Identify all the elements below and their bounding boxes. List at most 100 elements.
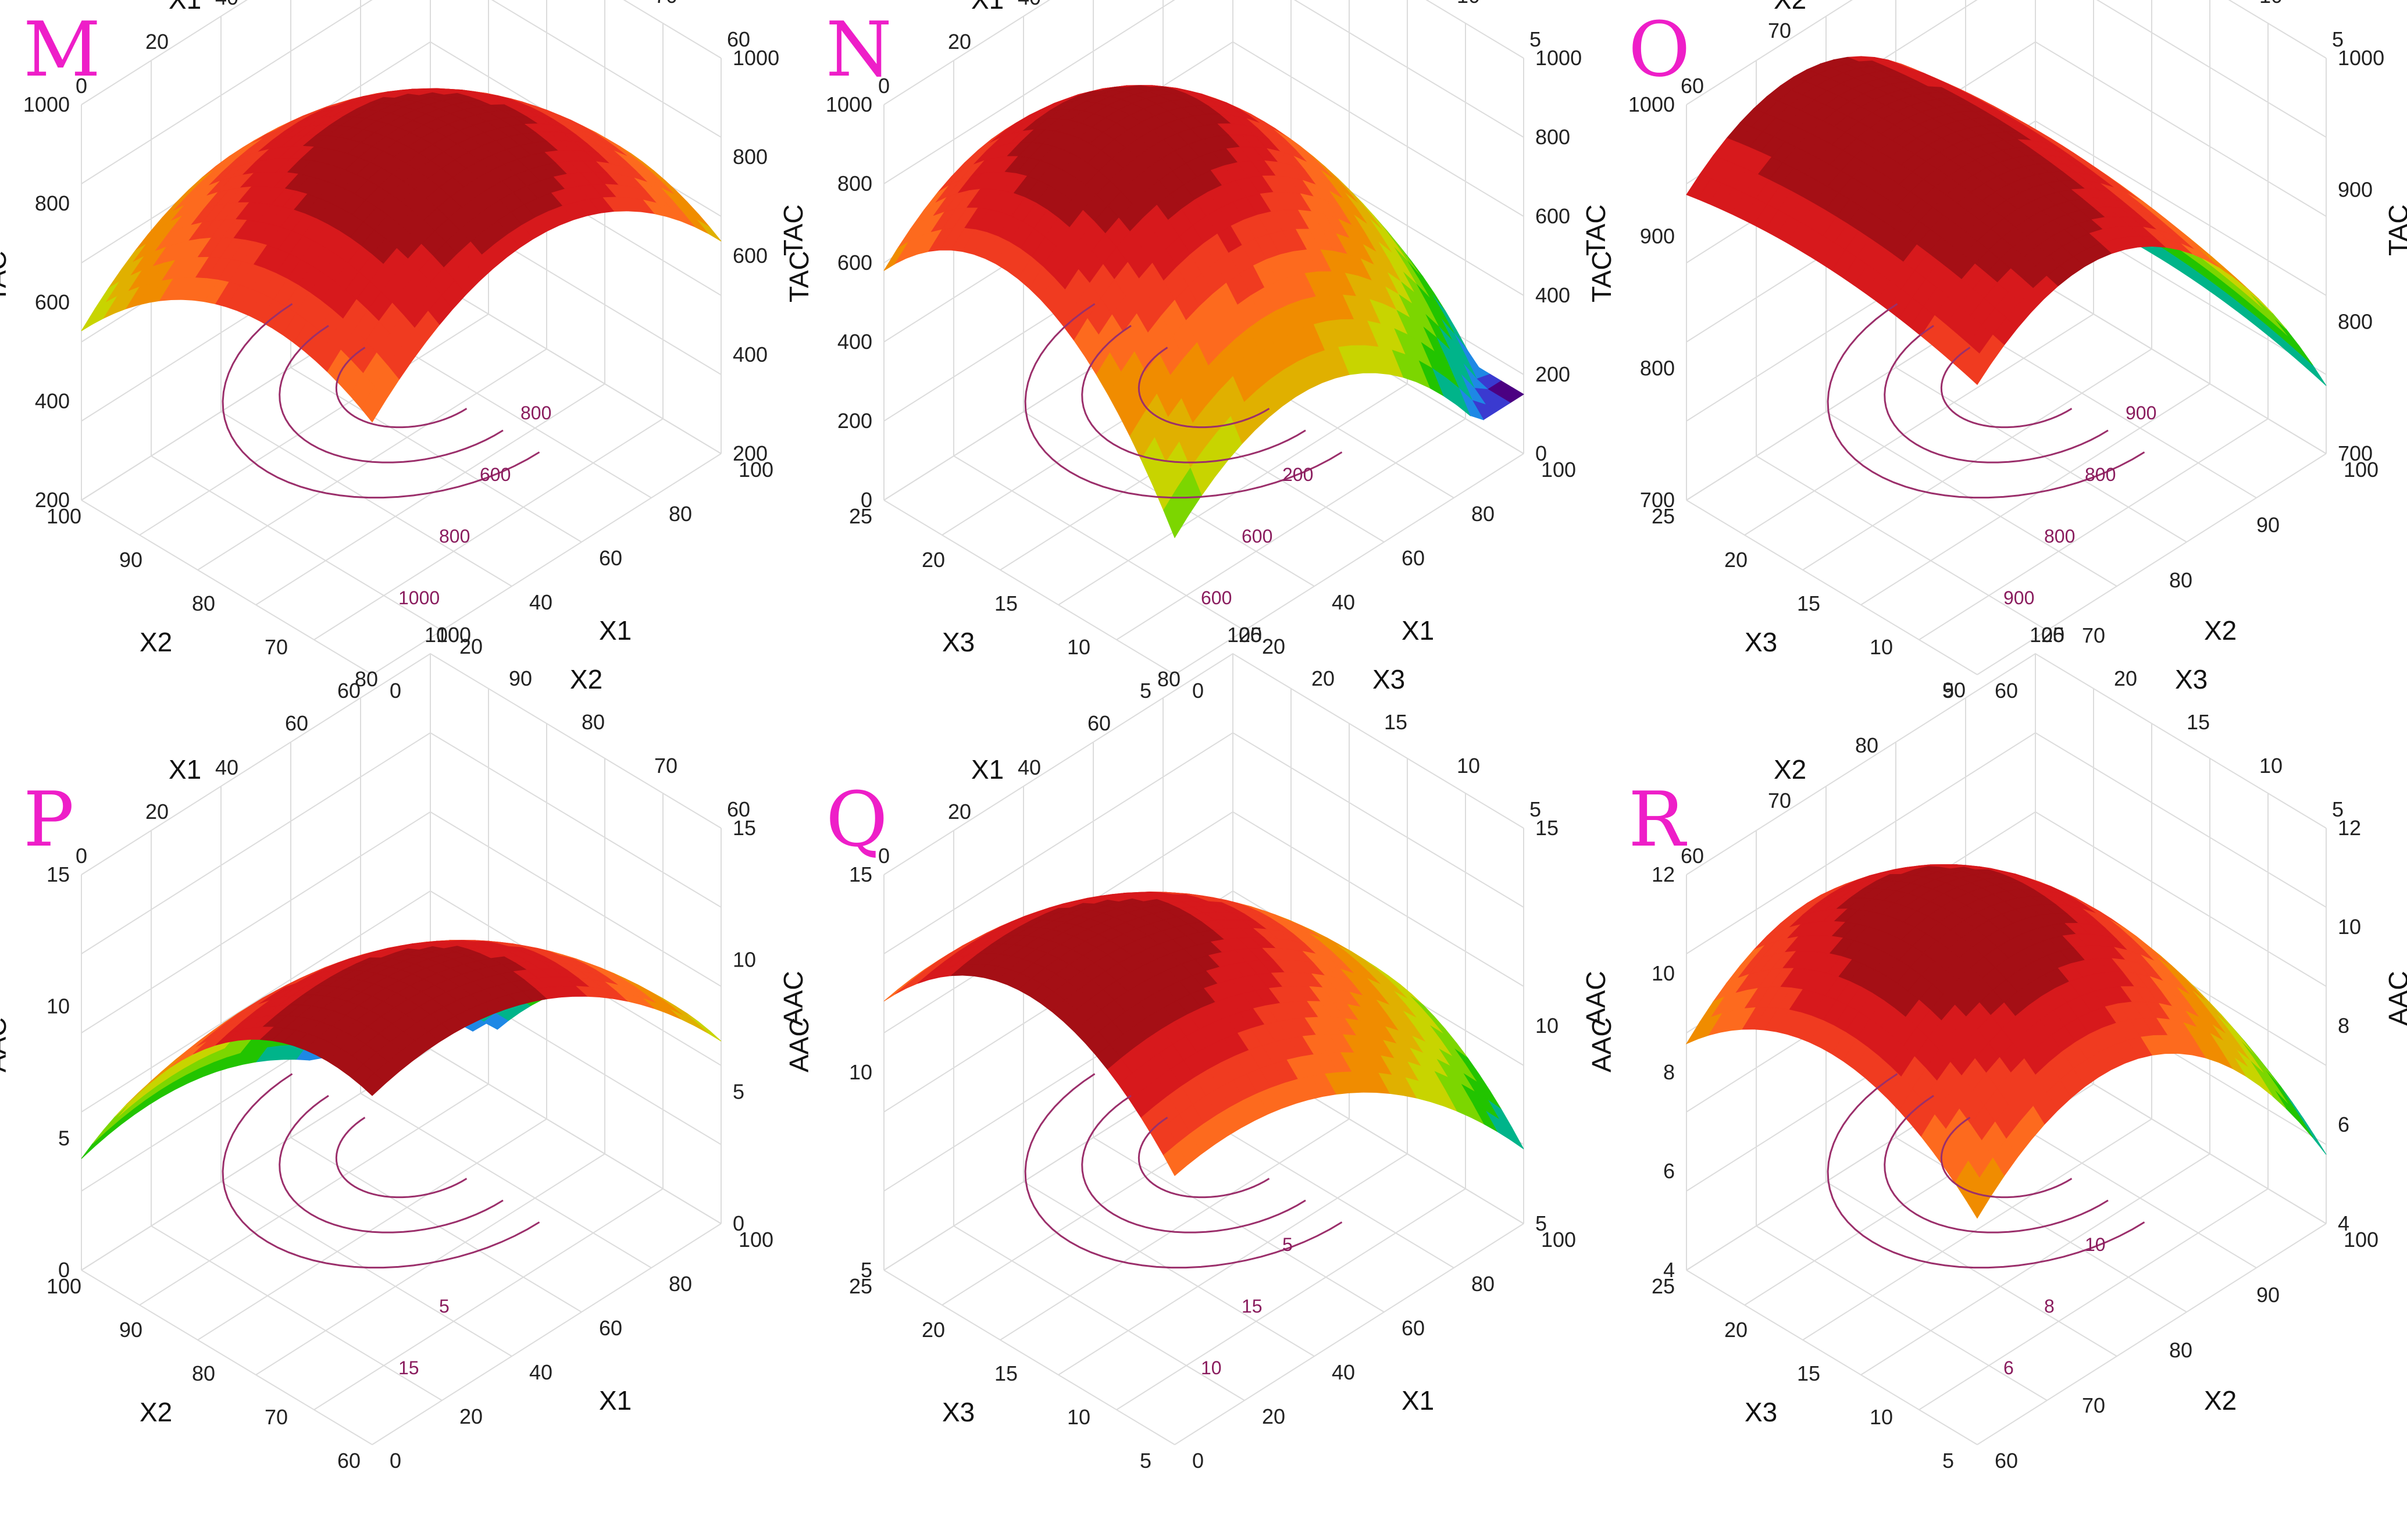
y-axis: 60 60 70 70 80 80 90 90 100 100 X2 X2	[47, 0, 750, 703]
z-axis-title: AAC	[784, 1017, 814, 1072]
surface-facet	[81, 1131, 106, 1159]
y-axis-title: X3	[1745, 627, 1777, 657]
gridline	[81, 653, 722, 875]
y-axis-title: X3	[942, 1397, 975, 1427]
z-axis-title: TAC	[784, 251, 814, 302]
y-tick-label: 80	[192, 1361, 215, 1385]
y-tick-label-top: 10	[2259, 0, 2283, 8]
z-tick-label: 600	[35, 290, 70, 314]
z-tick-label: 0	[58, 1258, 70, 1282]
x-tick-label-top: 80	[355, 667, 378, 691]
gridline	[1116, 1188, 1466, 1410]
x-axis-title-top: X1	[971, 0, 1004, 15]
gridline	[372, 453, 722, 675]
x-tick-label: 80	[1471, 502, 1495, 526]
z-tick-label: 0	[861, 488, 872, 512]
x-axis-title: X1	[1402, 615, 1434, 646]
z-tick-label: 5	[58, 1126, 70, 1150]
surface-facet	[696, 219, 722, 242]
gridline	[1058, 383, 1408, 605]
z-axis-title-right: TAC	[1581, 204, 1611, 256]
contour-label: 800	[520, 402, 551, 423]
z-axis-title: TAC	[1586, 251, 1617, 302]
gridline	[255, 383, 605, 605]
x-axis-title: X2	[2204, 615, 2237, 646]
z-axis-title-right: TAC	[2383, 204, 2407, 256]
surface-facet	[696, 1022, 722, 1042]
y-axis-title-top: X3	[1372, 664, 1405, 694]
gridline	[1756, 455, 2048, 631]
z-tick-label: 800	[35, 191, 70, 215]
y-tick-label-top: 5	[1529, 27, 1541, 51]
contour-line	[1137, 347, 1270, 429]
x-tick-label: 90	[2256, 513, 2280, 537]
x-tick-label: 0	[1192, 679, 1204, 703]
contour-line	[1024, 303, 1343, 499]
y-tick-label: 60	[337, 1449, 361, 1473]
panel-letter: N	[826, 5, 892, 94]
z-axis-title-right: AAC	[2383, 971, 2407, 1026]
y-tick-label-top: 10	[1457, 754, 1480, 778]
z-tick-label-right: 600	[1535, 204, 1570, 228]
gridline	[1023, 1181, 1315, 1357]
surface	[1685, 864, 2327, 1219]
y-tick-label-top: 25	[1239, 623, 1262, 647]
z-tick-label-right: 800	[1535, 125, 1570, 149]
surface	[883, 892, 1524, 1177]
z-tick-label: 1000	[23, 92, 70, 116]
y-tick-label-top: 10	[2259, 754, 2283, 778]
z-tick-label-right: 0	[733, 1211, 744, 1235]
panel-R: 68106060707080809090100100X2X25510101515…	[1586, 623, 2407, 1473]
x-tick-label-top: 80	[1157, 667, 1181, 691]
surface-facet	[2301, 1119, 2327, 1155]
z-tick-label-right: 0	[1535, 441, 1547, 465]
z-tick-label: 200	[35, 488, 70, 512]
panel-letter: O	[1628, 5, 1691, 94]
panel-P: 155002020404060608080100100X1X1606070708…	[0, 623, 808, 1473]
x-tick-label: 100	[2344, 458, 2379, 482]
panel-O: 9008008009006060707080809090100100X2X255…	[1586, 0, 2407, 703]
gridline	[313, 418, 664, 640]
panel-N: 600600200002020404060608080100100X1X1551…	[784, 0, 1611, 703]
surface-facet	[94, 1120, 120, 1147]
y-tick-label-top: 70	[654, 0, 677, 8]
contour-label: 600	[480, 464, 511, 485]
surface	[81, 88, 722, 423]
gridline	[81, 1270, 373, 1445]
gridline	[81, 0, 722, 184]
y-tick-label: 90	[119, 1318, 142, 1342]
x-axis-title-top: X1	[971, 754, 1004, 785]
z-tick-label-right: 1000	[733, 46, 779, 70]
gridline	[1825, 411, 2117, 587]
contour-label: 8	[2044, 1296, 2055, 1317]
gridline	[1919, 1188, 2269, 1410]
z-tick-label-right: 700	[2338, 441, 2373, 465]
panel-Q: 10155002020404060608080100100X1X15510101…	[784, 623, 1611, 1473]
x-tick-label-top: 20	[948, 30, 971, 54]
y-tick-label: 10	[1067, 1405, 1090, 1429]
contour-label: 5	[439, 1296, 450, 1317]
y-tick-label-top: 15	[1384, 710, 1407, 734]
surface-facet	[361, 386, 386, 423]
y-tick-label: 15	[1797, 591, 1820, 615]
contour-label: 800	[2085, 464, 2116, 485]
gridline	[139, 1083, 489, 1306]
x-tick-label: 100	[1541, 458, 1576, 482]
y-tick-label: 15	[994, 591, 1018, 615]
gridline	[1860, 1153, 2210, 1375]
contour-label: 10	[2085, 1234, 2106, 1255]
surface-facet	[683, 1015, 708, 1033]
z-tick-label-right: 8	[2338, 1014, 2349, 1038]
x-tick-label: 60	[1995, 1449, 2018, 1473]
z-tick-label: 10	[1652, 961, 1675, 985]
x-axis-title: X2	[2204, 1385, 2237, 1416]
contour-line	[279, 1095, 504, 1234]
contour-line	[1884, 325, 2109, 464]
gridline	[1686, 1270, 1978, 1445]
contour-line	[1827, 303, 2145, 499]
y-tick-label: 80	[192, 591, 215, 615]
contour-label: 800	[439, 526, 470, 547]
y-axis-title-top: X2	[570, 664, 602, 694]
